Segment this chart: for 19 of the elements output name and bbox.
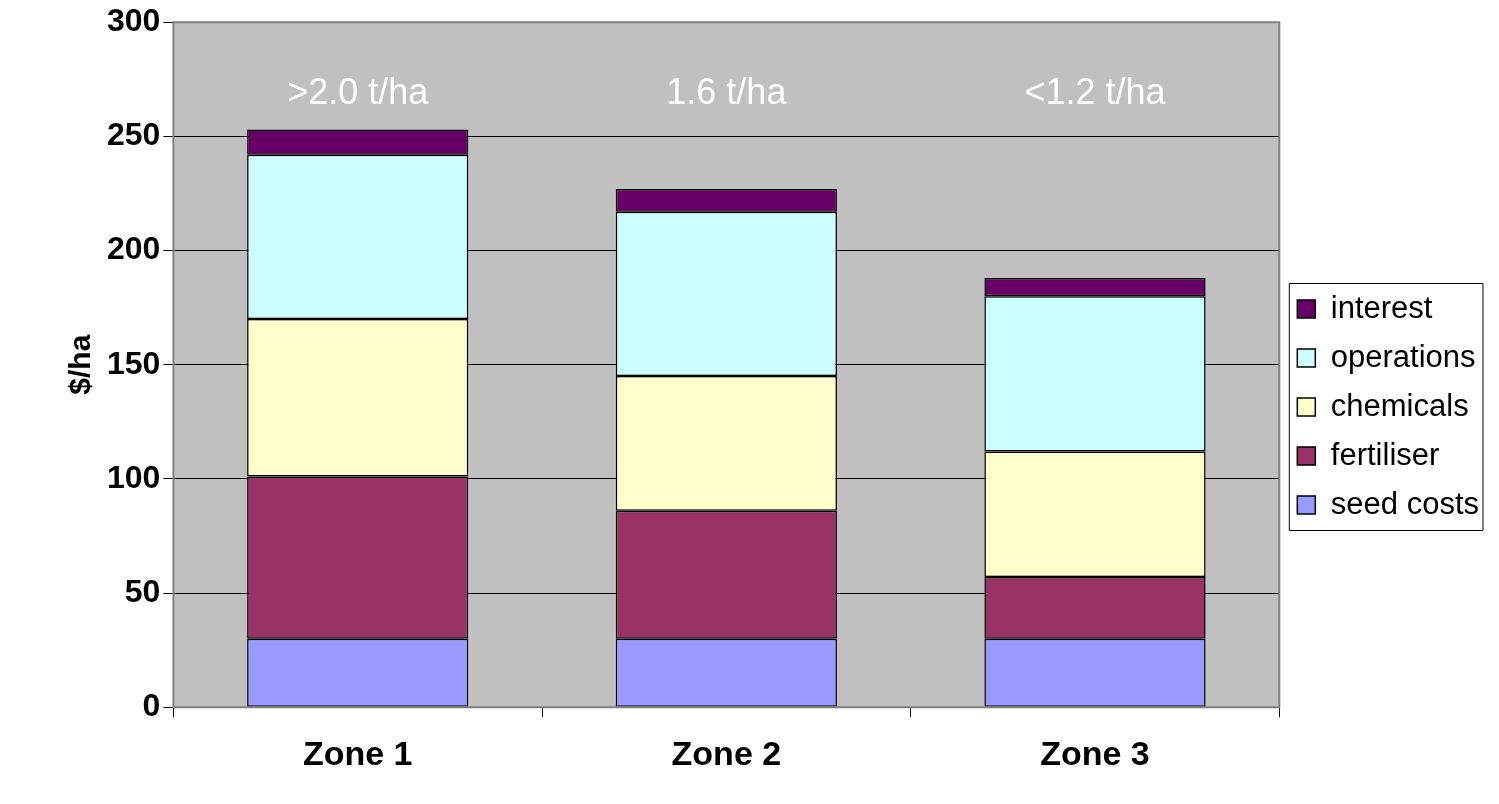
y-tick-label: 150 <box>107 344 161 381</box>
x-tick-label: Zone 3 <box>1040 733 1150 772</box>
y-tick-label: 100 <box>107 458 161 495</box>
y-tick-label: 0 <box>142 687 161 724</box>
legend-label: chemicals <box>1330 387 1469 423</box>
legend-label: fertiliser <box>1330 436 1440 472</box>
legend-label: operations <box>1330 338 1476 374</box>
y-axis-title: $/ha <box>63 334 97 395</box>
annotation: <1.2 t/ha <box>1024 71 1167 113</box>
y-tick-label: 200 <box>107 230 161 267</box>
annotation: >2.0 t/ha <box>287 71 430 113</box>
y-tick-label: 250 <box>107 116 161 153</box>
legend-label: seed costs <box>1330 485 1480 521</box>
x-tick-label: Zone 2 <box>671 733 782 772</box>
legend-label: interest <box>1330 289 1433 325</box>
x-tick-label: Zone 1 <box>302 733 413 772</box>
y-tick-label: 50 <box>124 572 161 609</box>
annotation: 1.6 t/ha <box>666 71 788 113</box>
y-tick-label: 300 <box>107 2 161 39</box>
